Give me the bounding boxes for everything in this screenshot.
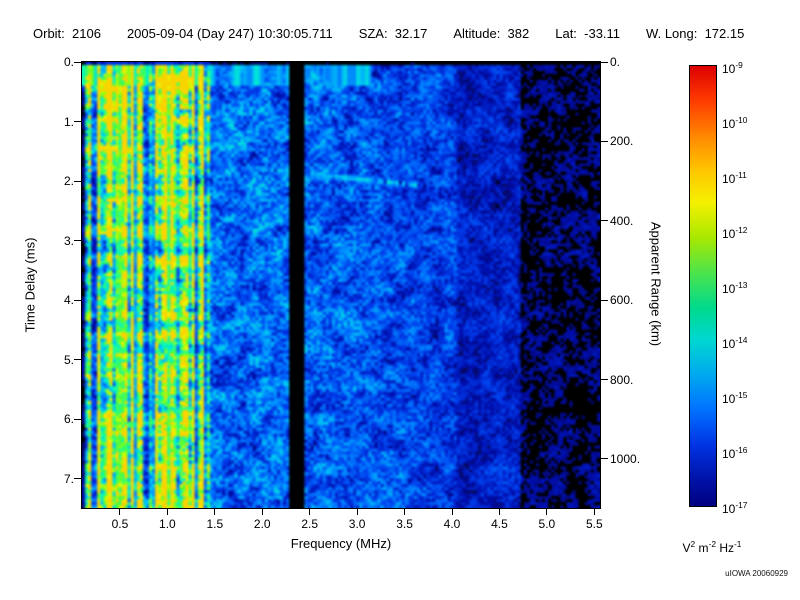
y-axis-tick-label: 3.	[63, 233, 74, 248]
header-field: 2005-09-04 (Day 247) 10:30:05.711	[126, 26, 333, 41]
colorbar-tick-label: 10-15	[722, 390, 748, 406]
y-axis-tick-label: 1.	[63, 114, 74, 129]
header-field: Orbit: 2106	[33, 26, 101, 41]
x-axis-tick-label: 0.5	[111, 517, 129, 531]
y-axis-title-right: Apparent Range (km)	[648, 221, 664, 347]
range-axis-tick	[601, 379, 608, 381]
x-axis-tick	[498, 509, 500, 515]
colorbar-tick-label: 10-10	[722, 115, 748, 131]
range-axis-tick-label: 0.	[610, 55, 621, 69]
x-axis-tick	[451, 509, 453, 515]
x-axis-tick-label: 4.0	[443, 517, 461, 531]
spectrogram-heatmap	[81, 61, 601, 509]
header-field: Lat: -33.11	[555, 26, 621, 41]
range-axis-tick	[601, 140, 608, 142]
x-axis-tick-label: 2.5	[301, 517, 319, 531]
header-info: Orbit: 2106 2005-09-04 (Day 247) 10:30:05…	[33, 26, 770, 41]
y-axis-tick	[74, 418, 81, 420]
colorbar-tick-label: 10-9	[722, 60, 743, 76]
range-axis-tick-label: 1000.	[610, 451, 641, 466]
colorbar-tick-label: 10-17	[722, 500, 748, 516]
x-axis-tick	[119, 509, 121, 515]
y-axis-tick	[74, 478, 81, 480]
x-axis-tick-label: 3.0	[348, 517, 366, 531]
x-axis-tick-label: 5.5	[585, 517, 603, 531]
x-axis-tick	[261, 509, 263, 515]
colorbar	[689, 65, 717, 507]
header-field: SZA: 32.17	[358, 26, 428, 41]
y-axis-tick-label: 2.	[63, 174, 74, 189]
y-axis-tick	[74, 61, 81, 63]
range-axis-tick-label: 200.	[610, 134, 634, 149]
x-axis-tick	[309, 509, 311, 515]
x-axis-tick	[214, 509, 216, 515]
y-axis-tick-label: 5.	[63, 352, 74, 367]
x-axis-tick-label: 2.0	[253, 517, 271, 531]
y-axis-tick	[74, 240, 81, 242]
range-axis-tick-label: 800.	[610, 372, 634, 387]
y-axis-title-left: Time Delay (ms)	[22, 237, 38, 333]
y-axis-tick-label: 0.	[63, 55, 74, 69]
range-axis-tick-label: 600.	[610, 293, 634, 308]
header-field: Altitude: 382	[453, 26, 530, 41]
y-axis-tick	[74, 180, 81, 182]
credit-text: uIOWA 20060929	[725, 569, 788, 578]
x-axis-tick-label: 5.0	[538, 517, 556, 531]
x-axis-tick-label: 3.5	[396, 517, 413, 531]
range-axis-tick	[601, 299, 608, 301]
y-axis-tick	[74, 359, 81, 361]
range-axis-tick	[601, 220, 608, 222]
x-axis-tick-label: 1.0	[159, 517, 176, 531]
x-axis-tick	[593, 509, 595, 515]
x-axis-title: Frequency (MHz)	[290, 536, 392, 551]
x-axis-tick-label: 1.5	[206, 517, 224, 531]
y-axis-tick	[74, 299, 81, 301]
header-field: W. Long: 172.15	[646, 26, 745, 41]
y-axis-tick-label: 4.	[63, 293, 74, 308]
x-axis-tick	[166, 509, 168, 515]
range-axis-tick	[601, 61, 608, 63]
colorbar-tick-label: 10-14	[722, 335, 748, 351]
colorbar-units: V2 m-2 Hz-1	[682, 539, 742, 555]
colorbar-tick-label: 10-11	[722, 170, 747, 186]
x-axis-tick	[404, 509, 406, 515]
colorbar-tick-label: 10-12	[722, 225, 748, 241]
x-axis-tick	[546, 509, 548, 515]
x-axis-tick	[356, 509, 358, 515]
x-axis-tick-label: 4.5	[491, 517, 508, 531]
range-axis-tick	[601, 458, 608, 460]
colorbar-tick-label: 10-16	[722, 445, 748, 461]
y-axis-tick-label: 7.	[63, 471, 74, 486]
colorbar-gradient	[690, 66, 716, 506]
range-axis-tick-label: 400.	[610, 213, 634, 228]
y-axis-tick-label: 6.	[63, 412, 74, 427]
y-axis-tick	[74, 121, 81, 123]
colorbar-tick-label: 10-13	[722, 280, 748, 296]
